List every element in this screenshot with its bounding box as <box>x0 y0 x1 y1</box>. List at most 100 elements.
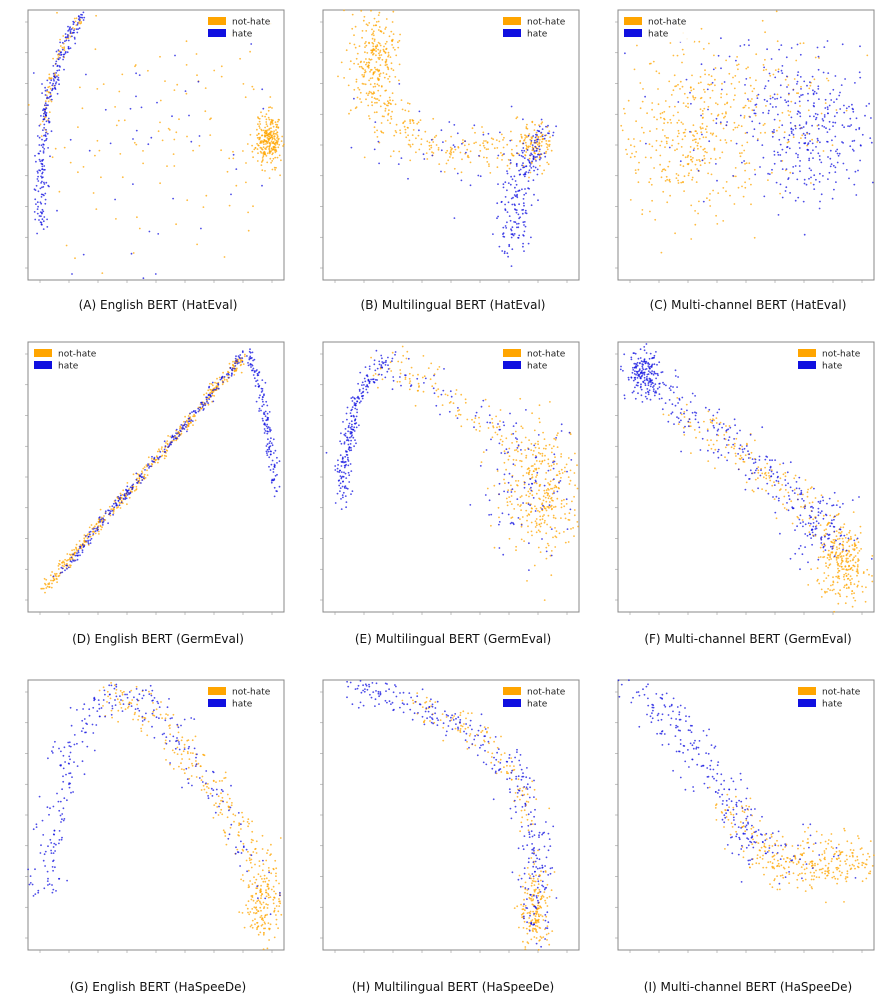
scatter-point <box>537 529 540 532</box>
scatter-point <box>159 121 161 124</box>
scatter-point <box>523 230 526 233</box>
scatter-point <box>202 206 205 209</box>
scatter-point <box>532 165 535 168</box>
scatter-point <box>703 157 706 160</box>
scatter-point <box>826 131 829 133</box>
scatter-point <box>61 46 64 49</box>
scatter-point <box>365 58 367 60</box>
scatter-point <box>385 104 388 107</box>
scatter-point <box>841 557 843 560</box>
scatter-point <box>663 383 666 386</box>
scatter-point <box>186 430 188 433</box>
scatter-point <box>63 565 65 568</box>
scatter-point <box>522 208 525 211</box>
scatter-point <box>789 110 792 113</box>
scatter-point <box>569 469 572 472</box>
scatter-point <box>576 487 579 490</box>
scatter-point <box>848 125 851 128</box>
scatter-point <box>120 494 122 497</box>
scatter-point <box>274 149 276 152</box>
scatter-point <box>44 591 46 594</box>
scatter-point <box>799 160 801 162</box>
scatter-point <box>358 388 361 391</box>
scatter-point <box>247 364 250 367</box>
scatter-point <box>63 68 65 71</box>
scatter-point <box>796 515 799 518</box>
scatter-point <box>533 470 535 473</box>
scatter-point <box>528 169 531 172</box>
scatter-point <box>378 99 380 102</box>
scatter-point <box>536 140 538 143</box>
scatter-point <box>377 29 380 31</box>
scatter-point <box>258 127 261 129</box>
scatter-point <box>827 112 829 115</box>
scatter-point <box>843 573 846 576</box>
scatter-point <box>511 248 514 251</box>
scatter-point <box>650 156 652 159</box>
scatter-point <box>517 226 520 229</box>
scatter-point <box>674 369 677 372</box>
scatter-point <box>844 602 847 605</box>
scatter-point <box>96 88 99 90</box>
scatter-point <box>808 524 811 527</box>
scatter-point <box>523 224 525 226</box>
scatter-point <box>375 111 378 114</box>
scatter-point <box>539 518 542 521</box>
scatter-point <box>806 131 808 134</box>
scatter-point <box>527 503 530 506</box>
scatter-point <box>773 150 776 153</box>
scatter-point <box>848 587 850 589</box>
scatter-point <box>121 493 124 496</box>
scatter-point <box>266 452 268 454</box>
scatter-point <box>258 136 260 139</box>
scatter-point <box>787 491 790 494</box>
scatter-point <box>53 578 56 581</box>
scatter-point <box>348 68 351 70</box>
scatter-point <box>394 353 396 356</box>
scatter-point <box>547 462 550 465</box>
scatter-point <box>560 455 562 458</box>
scatter-point <box>842 568 845 570</box>
scatter-point <box>651 364 653 367</box>
scatter-point <box>660 251 663 254</box>
scatter-point <box>381 58 384 61</box>
scatter-point <box>538 417 541 420</box>
scatter-point <box>790 132 793 134</box>
scatter-point <box>256 374 259 377</box>
scatter-point <box>361 74 364 76</box>
scatter-point <box>58 562 60 565</box>
scatter-point <box>837 564 839 567</box>
scatter-point <box>73 36 76 39</box>
scatter-point <box>267 426 270 428</box>
scatter-point <box>785 101 788 104</box>
scatter-point <box>353 402 356 404</box>
scatter-point <box>819 141 821 144</box>
legend-swatch-hate <box>624 29 642 37</box>
scatter-point <box>374 121 377 123</box>
scatter-point <box>364 46 366 48</box>
scatter-point <box>214 381 216 384</box>
scatter-point <box>272 132 275 134</box>
scatter-point <box>818 181 821 183</box>
scatter-point <box>859 532 862 534</box>
scatter-point <box>829 165 832 168</box>
scatter-point <box>815 146 817 148</box>
scatter-point <box>819 524 822 526</box>
scatter-point <box>263 428 266 430</box>
scatter-point <box>144 469 146 471</box>
scatter-point <box>854 544 857 547</box>
scatter-point <box>411 134 414 137</box>
scatter-point <box>345 501 348 503</box>
scatter-point <box>645 343 648 345</box>
scatter-point <box>198 409 201 411</box>
scatter-point <box>837 557 840 559</box>
scatter-point <box>543 137 546 140</box>
scatter-point <box>745 481 748 484</box>
scatter-point <box>510 105 513 108</box>
scatter-point <box>695 130 697 133</box>
scatter-point <box>391 39 394 42</box>
scatter-point <box>518 234 521 237</box>
scatter-point <box>795 481 798 483</box>
scatter-point <box>854 561 857 564</box>
scatter-point <box>248 357 251 359</box>
